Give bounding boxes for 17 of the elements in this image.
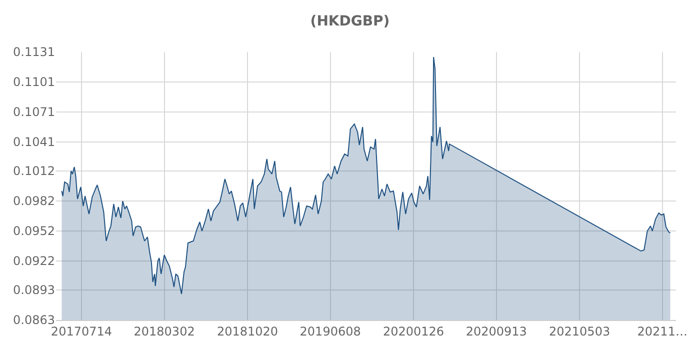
x-tick-label: 20200913 — [466, 324, 527, 338]
y-tick-label: 0.1041 — [13, 135, 55, 150]
y-tick-label: 0.1071 — [13, 105, 55, 120]
y-tick-label: 0.1101 — [13, 75, 55, 90]
y-tick-label: 0.0952 — [13, 224, 55, 238]
x-tick-label: 20210503 — [549, 324, 610, 338]
chart-title: (HKDGBP) — [310, 14, 390, 30]
y-tick-label: 0.0922 — [13, 254, 55, 268]
y-tick-label: 0.1131 — [13, 45, 55, 60]
x-tick-label: 20211… — [637, 324, 688, 338]
y-tick-label: 0.0982 — [13, 194, 55, 208]
x-tick-label: 20190608 — [300, 324, 361, 338]
x-tick-label: 20180302 — [134, 324, 195, 338]
x-tick-label: 20200126 — [382, 324, 444, 338]
x-tick-label: 20181020 — [216, 324, 278, 338]
y-tick-label: 0.0893 — [13, 283, 55, 298]
y-tick-label: 0.1012 — [13, 164, 55, 178]
